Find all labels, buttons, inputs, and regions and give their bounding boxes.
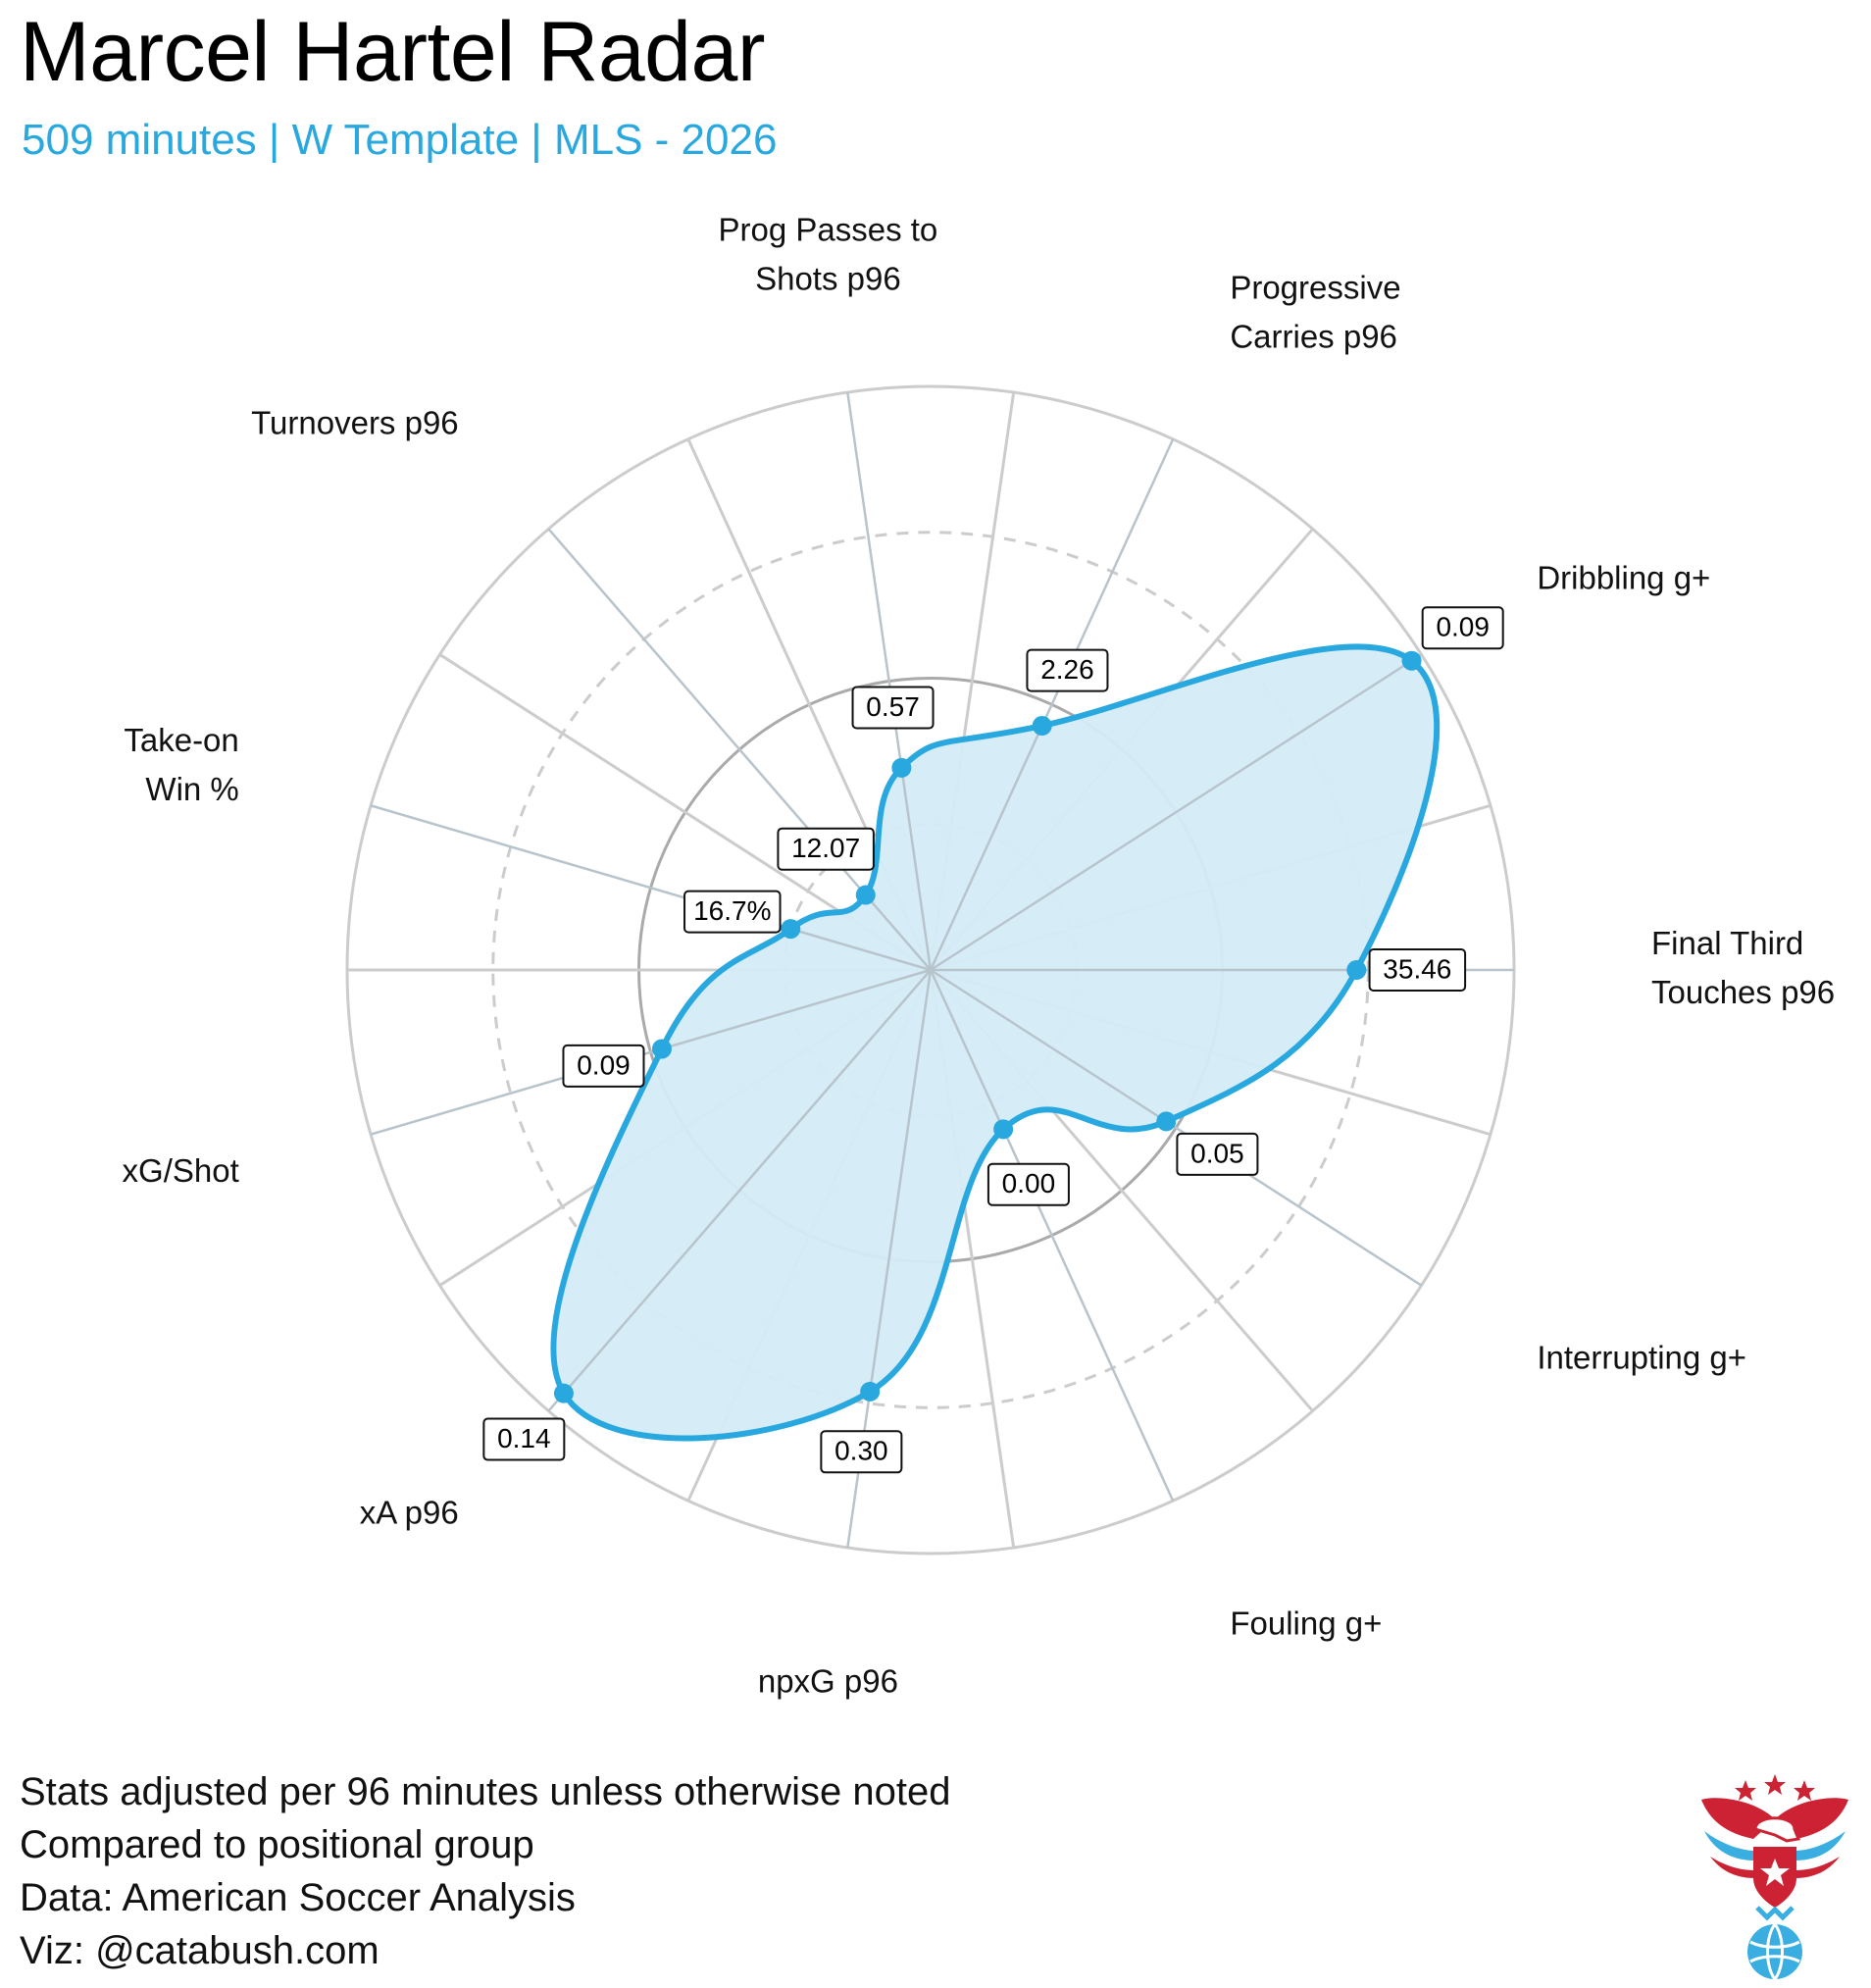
value-label: 0.14 — [497, 1423, 551, 1453]
value-label-box — [683, 890, 782, 934]
data-point — [855, 885, 876, 905]
data-point — [651, 1039, 672, 1059]
axis-label-line: Turnovers p96 — [251, 404, 459, 440]
value-label-box — [777, 827, 875, 871]
axis-label-line: Shots p96 — [755, 260, 901, 296]
axis-spoke — [547, 969, 932, 1412]
data-point — [1401, 650, 1422, 671]
value-label: 16.7% — [693, 895, 771, 926]
footer-note: Compared to positional group — [20, 1823, 534, 1866]
value-label-box — [1368, 948, 1467, 992]
data-point — [993, 1119, 1014, 1140]
value-label: 0.30 — [834, 1436, 888, 1466]
data-point — [1156, 1111, 1177, 1132]
axis-label: xG/Shot — [123, 1152, 239, 1189]
data-point — [553, 1383, 574, 1403]
axis-label-line: Dribbling g+ — [1537, 559, 1710, 595]
axis-label-line: xG/Shot — [123, 1152, 239, 1189]
axis-label-line: Progressive — [1230, 269, 1400, 305]
value-label-box — [986, 1162, 1070, 1206]
footer-note: Stats adjusted per 96 minutes unless oth… — [20, 1770, 951, 1813]
footer-note: Data: American Soccer Analysis — [20, 1876, 576, 1919]
value-label: 0.09 — [1436, 612, 1490, 642]
axis-spoke — [929, 969, 1175, 1502]
value-label-box — [482, 1417, 566, 1461]
value-label-box — [820, 1430, 903, 1474]
axis-spoke — [370, 968, 932, 1136]
axis-label: Turnovers p96 — [251, 404, 459, 440]
chart-title: Marcel Hartel Radar — [20, 5, 765, 99]
axis-label: Prog Passes to Shots p96 — [719, 211, 938, 296]
axis-label-line: Final Third — [1651, 925, 1803, 961]
axis-label-line: Take-on — [124, 722, 238, 758]
axis-spoke — [930, 968, 1423, 1287]
footer-note: Viz: @catabush.com — [20, 1929, 379, 1972]
axis-label-line: Interrupting g+ — [1537, 1339, 1746, 1375]
value-label: 12.07 — [791, 833, 860, 863]
axis-label: Dribbling g+ — [1537, 559, 1710, 595]
axis-label-line: Touches p96 — [1651, 974, 1835, 1010]
axis-label-line: Win % — [145, 771, 238, 807]
value-label-box — [1421, 606, 1504, 650]
axis-spoke — [370, 804, 932, 972]
axis-label-line: Carries p96 — [1230, 318, 1397, 354]
value-label-box — [562, 1044, 645, 1088]
value-label-box — [1026, 648, 1109, 692]
value-label: 0.09 — [577, 1049, 631, 1080]
axis-label: Interrupting g+ — [1537, 1339, 1746, 1375]
value-label: 2.26 — [1040, 654, 1094, 685]
axis-spoke — [930, 653, 1423, 972]
value-label-box — [1176, 1132, 1259, 1176]
data-point — [1032, 716, 1052, 737]
value-label-box — [851, 686, 935, 730]
radar-chart: Final Third Touches p96 Dribbling g+ Progre… — [123, 211, 1836, 1699]
axis-label-line: xA p96 — [360, 1494, 459, 1530]
data-point — [781, 919, 801, 940]
radar-area — [553, 646, 1438, 1439]
value-label: 0.05 — [1190, 1138, 1244, 1168]
value-label: 0.57 — [866, 691, 920, 722]
axis-label: Take-on Win % — [124, 722, 238, 807]
axis-label: xA p96 — [360, 1494, 459, 1530]
value-labels: 35.46 0.09 2.26 0.57 12.07 16.7% 0.09 0.14 0.30 0… — [482, 606, 1504, 1474]
data-point — [1346, 960, 1367, 980]
axis-label: Final Third Touches p96 — [1651, 925, 1835, 1010]
axis-label: npxG p96 — [758, 1662, 898, 1699]
chart-subtitle: 509 minutes | W Template | MLS - 2026 — [22, 116, 778, 164]
axis-label: Fouling g+ — [1230, 1605, 1382, 1641]
axis-label-line: Fouling g+ — [1230, 1605, 1382, 1641]
axis-labels: Final Third Touches p96 Dribbling g+ Progre… — [123, 211, 1836, 1699]
data-point — [860, 1381, 881, 1402]
axis-spoke — [846, 391, 933, 971]
footer-notes: Stats adjusted per 96 minutes unless oth… — [20, 1765, 950, 1977]
axis-label-line: npxG p96 — [758, 1662, 898, 1699]
data-point — [891, 757, 912, 778]
radar-outline — [550, 643, 1441, 1442]
eagle-shield-soccer-ball-icon — [1701, 1774, 1848, 1980]
axis-spoke — [929, 438, 1175, 971]
axis-label: Progressive Carries p96 — [1230, 269, 1400, 354]
value-label: 0.00 — [1002, 1168, 1056, 1198]
value-label: 35.46 — [1383, 953, 1451, 984]
axis-label-line: Prog Passes to — [719, 211, 938, 247]
